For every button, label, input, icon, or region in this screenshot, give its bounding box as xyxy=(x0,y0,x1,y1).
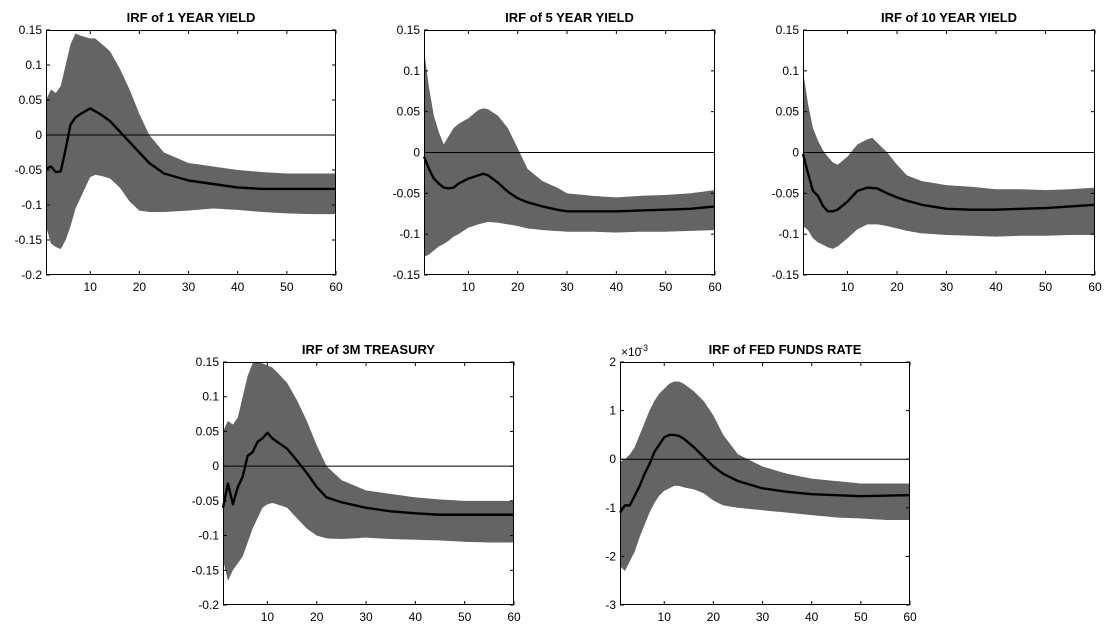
y-tick-label: 0 xyxy=(609,452,616,466)
y-tick-label: 0 xyxy=(35,128,42,142)
y-tick-label: 0 xyxy=(413,146,420,160)
y-tick-label: -0.05 xyxy=(192,494,220,508)
panel-title: IRF of 5 YEAR YIELD xyxy=(505,10,634,25)
y-tick-label: -0.1 xyxy=(21,198,42,212)
y-exponent-label: ×10 xyxy=(621,345,642,359)
axes-frame xyxy=(46,30,336,275)
x-tick-label: 60 xyxy=(329,280,343,294)
y-tick-label: 0.05 xyxy=(196,424,220,438)
y-tick-label: 0.1 xyxy=(25,58,42,72)
x-tick-label: 50 xyxy=(854,610,868,624)
y-tick-label: 0.15 xyxy=(196,355,220,369)
x-tick-label: 30 xyxy=(560,280,574,294)
x-tick-label: 30 xyxy=(359,610,373,624)
y-tick-label: -0.2 xyxy=(21,268,42,282)
y-tick-label: -0.05 xyxy=(772,186,800,200)
x-tick-label: 40 xyxy=(610,280,624,294)
y-tick-label: -0.1 xyxy=(198,529,219,543)
y-tick-label: 0.05 xyxy=(397,105,421,119)
confidence-band xyxy=(46,33,336,250)
x-tick-label: 50 xyxy=(659,280,673,294)
irf-10-year-yield-panel: -0.15 -0.1 -0.05 0 0.05 0.1 0.15 10 20 30 40 50 60 IR… xyxy=(772,10,1102,294)
y-exponent-power: -3 xyxy=(640,343,648,353)
panel-title: IRF of FED FUNDS RATE xyxy=(709,342,862,357)
y-tick-label: -0.15 xyxy=(772,268,800,282)
y-tick-label: 0.15 xyxy=(397,23,421,37)
y-tick-label: -0.1 xyxy=(778,227,799,241)
x-tick-label: 30 xyxy=(940,280,954,294)
x-tick-label: 50 xyxy=(458,610,472,624)
y-tick-label: -1 xyxy=(605,501,616,515)
x-tick-label: 40 xyxy=(409,610,423,624)
confidence-band xyxy=(620,381,910,571)
irf-1-year-yield-panel: -0.2 -0.15 -0.1 -0.05 0 0.05 0.1 0.15 10 20 30 40 50… xyxy=(15,10,343,294)
y-tick-label: -0.05 xyxy=(15,163,43,177)
axes-frame xyxy=(223,362,514,605)
y-tick-label: 0 xyxy=(212,459,219,473)
x-tick-label: 30 xyxy=(182,280,196,294)
x-tick-label: 50 xyxy=(1039,280,1053,294)
panel-title: IRF of 3M TREASURY xyxy=(302,342,435,357)
irf-line xyxy=(801,153,1096,213)
x-tick-label: 60 xyxy=(1088,280,1102,294)
x-tick-label: 40 xyxy=(231,280,245,294)
x-tick-label: 40 xyxy=(805,610,819,624)
x-tick-label: 50 xyxy=(280,280,294,294)
x-tick-label: 10 xyxy=(462,280,476,294)
y-tick-label: -0.15 xyxy=(15,233,43,247)
x-tick-label: 10 xyxy=(84,280,98,294)
y-tick-label: -0.2 xyxy=(198,598,219,612)
confidence-band xyxy=(424,50,715,258)
irf-line xyxy=(422,156,716,213)
y-tick-label: 0 xyxy=(792,146,799,160)
panel-title: IRF of 1 YEAR YIELD xyxy=(127,10,256,25)
x-tick-label: 10 xyxy=(658,610,672,624)
y-tick-label: -0.1 xyxy=(399,227,420,241)
x-tick-label: 10 xyxy=(841,280,855,294)
y-tick-label: -0.15 xyxy=(192,563,220,577)
y-tick-label: 0.1 xyxy=(403,64,420,78)
x-tick-label: 20 xyxy=(310,610,324,624)
irf-line xyxy=(45,107,336,191)
y-tick-label: 0.1 xyxy=(202,390,219,404)
y-tick-label: -2 xyxy=(605,549,616,563)
x-tick-label: 20 xyxy=(511,280,525,294)
x-tick-label: 20 xyxy=(707,610,721,624)
y-tick-label: 0.05 xyxy=(19,93,43,107)
x-tick-label: 60 xyxy=(507,610,521,624)
axes-frame xyxy=(620,362,910,605)
irf-3m-treasury-panel: -0.2 -0.15 -0.1 -0.05 0 0.05 0.1 0.15 10 20 30 40 50… xyxy=(192,342,521,624)
y-tick-label: 0.15 xyxy=(19,23,43,37)
irf-line xyxy=(221,431,514,516)
x-tick-label: 20 xyxy=(133,280,147,294)
confidence-band xyxy=(223,362,514,581)
x-tick-label: 60 xyxy=(903,610,917,624)
confidence-band xyxy=(803,70,1095,249)
irf-line xyxy=(619,433,911,514)
x-tick-label: 30 xyxy=(756,610,770,624)
y-tick-label: 2 xyxy=(609,355,616,369)
y-tick-label: 0.05 xyxy=(776,105,800,119)
y-tick-label: 0.1 xyxy=(782,64,799,78)
y-tick-label: -0.05 xyxy=(393,186,421,200)
x-tick-label: 10 xyxy=(261,610,275,624)
irf-5-year-yield-panel: -0.15 -0.1 -0.05 0 0.05 0.1 0.15 10 20 30 40 50 60 IR… xyxy=(393,10,722,294)
x-tick-label: 40 xyxy=(989,280,1003,294)
y-tick-label: 0.15 xyxy=(776,23,800,37)
x-tick-label: 20 xyxy=(890,280,904,294)
y-tick-label: 1 xyxy=(609,404,616,418)
y-tick-label: -3 xyxy=(605,598,616,612)
y-tick-label: -0.15 xyxy=(393,268,421,282)
panel-title: IRF of 10 YEAR YIELD xyxy=(881,10,1017,25)
x-tick-label: 60 xyxy=(708,280,722,294)
